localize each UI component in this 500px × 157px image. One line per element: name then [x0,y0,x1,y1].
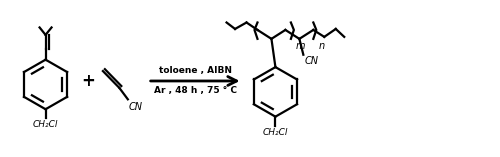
Text: CH₂Cl: CH₂Cl [33,120,58,129]
Text: toloene , AIBN: toloene , AIBN [158,66,232,75]
Text: n: n [318,41,324,51]
Text: m: m [296,41,306,51]
Text: Ar , 48 h , 75 ° C: Ar , 48 h , 75 ° C [154,86,236,95]
Text: +: + [81,72,95,90]
Text: CN: CN [304,56,318,66]
Text: CN: CN [129,102,143,112]
Text: CH₂Cl: CH₂Cl [262,127,288,137]
